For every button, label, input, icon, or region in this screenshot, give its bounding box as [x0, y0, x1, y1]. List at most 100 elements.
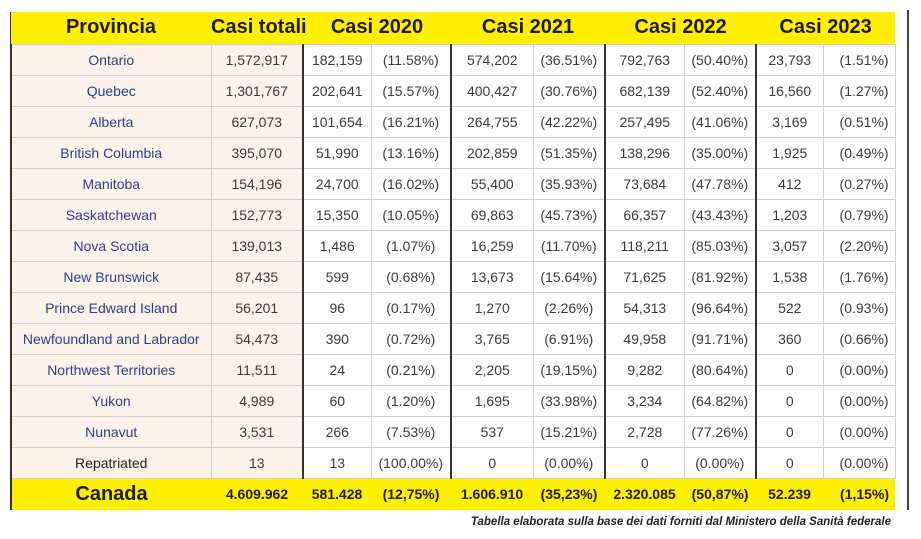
covid-cases-table-container: Provincia Casi totali Casi 2020 Casi 202… [10, 12, 896, 510]
cell-pct-2020: (100.00%) [370, 446, 453, 479]
cell-casi-2022: 118,211 [604, 229, 685, 262]
cell-casi-2022: 9,282 [604, 353, 685, 386]
cell-provincia: Alberta [10, 105, 212, 138]
cell-casi-2023: 360 [755, 322, 824, 355]
cell-pct-2021: (2.26%) [532, 291, 607, 324]
cell-pct-2021: (45.73%) [532, 198, 607, 231]
cell-pct-2020: (0.17%) [370, 291, 453, 324]
cell-casi-2022: 682,139 [604, 74, 685, 107]
cell-casi-2021: 1,695 [450, 384, 534, 417]
cell-casi-totali: 1,301,767 [210, 74, 304, 107]
table-row: Nunavut 3,531 266 (7.53%) 537 (15.21%) 2,728 (7… [10, 415, 896, 448]
cell-casi-totali: 395,070 [210, 136, 304, 169]
cell-casi-totali: 139,013 [210, 229, 304, 262]
total-casi-2022: 2.320.085 [613, 486, 676, 503]
cell-pct-2022: (91.71%) [683, 322, 758, 355]
cell-provincia: Nunavut [10, 415, 212, 448]
cell-provincia: Northwest Territories [10, 353, 212, 386]
cell-casi-totali: 4,989 [210, 384, 304, 417]
header-casi-2022: Casi 2022 [634, 16, 727, 39]
cell-casi-totali: 627,073 [210, 105, 304, 138]
cell-pct-2020: (1.20%) [370, 384, 453, 417]
cell-casi-2020: 266 [302, 415, 372, 448]
cell-casi-2023: 0 [755, 415, 824, 448]
cell-pct-2021: (33.98%) [532, 384, 607, 417]
cell-casi-2023: 23,793 [755, 43, 824, 76]
table-caption: Tabella elaborata sulla base dei dati fo… [470, 516, 891, 528]
cell-provincia: British Columbia [10, 136, 212, 169]
cell-casi-totali: 13 [210, 446, 304, 479]
cell-casi-2021: 202,859 [450, 136, 534, 169]
total-pct-2020: (12,75%) [382, 486, 440, 503]
cell-pct-2021: (35.93%) [532, 167, 607, 200]
cell-provincia: Saskatchewan [10, 198, 212, 231]
cell-casi-2023: 0 [755, 353, 824, 386]
cell-pct-2023: (1.27%) [822, 74, 896, 107]
table-row: Nova Scotia 139,013 1,486 (1.07%) 16,259 (11.… [10, 229, 896, 262]
cell-casi-2022: 73,684 [604, 167, 685, 200]
cell-casi-2022: 257,495 [604, 105, 685, 138]
table-row: Newfoundland and Labrador 54,473 390 (0.72%… [10, 322, 896, 355]
cell-pct-2020: (10.05%) [370, 198, 453, 231]
cell-casi-2021: 537 [450, 415, 534, 448]
cell-casi-2021: 264,755 [450, 105, 534, 138]
table-row: Manitoba 154,196 24,700 (16.02%) 55,400 (35.9… [10, 167, 896, 200]
cell-pct-2022: (0.00%) [683, 446, 758, 479]
cell-provincia: Yukon [10, 384, 212, 417]
cell-casi-2023: 1,925 [755, 136, 824, 169]
covid-cases-table: Provincia Casi totali Casi 2020 Casi 202… [10, 12, 896, 510]
cell-pct-2021: (15.21%) [532, 415, 607, 448]
cell-pct-2020: (16.02%) [370, 167, 453, 200]
cell-pct-2021: (0.00%) [532, 446, 607, 479]
cell-pct-2021: (15.64%) [532, 260, 607, 293]
cell-casi-2020: 202,641 [302, 74, 372, 107]
table-row: New Brunswick 87,435 599 (0.68%) 13,673 (15.6… [10, 260, 896, 293]
cell-casi-2020: 182,159 [302, 43, 372, 76]
cell-pct-2023: (2.20%) [822, 229, 896, 262]
cell-casi-2022: 71,625 [604, 260, 685, 293]
cell-pct-2022: (35.00%) [683, 136, 758, 169]
table-row: Repatriated 13 13 (100.00%) 0 (0.00%) 0 (0.00%)… [10, 446, 896, 479]
cell-pct-2023: (1.76%) [822, 260, 896, 293]
cell-pct-2022: (43.43%) [683, 198, 758, 231]
cell-provincia: Ontario [10, 43, 212, 76]
cell-pct-2023: (0.66%) [822, 322, 896, 355]
cell-casi-2020: 13 [302, 446, 372, 479]
cell-pct-2020: (0.21%) [370, 353, 453, 386]
cell-pct-2021: (6.91%) [532, 322, 607, 355]
cell-casi-2020: 390 [302, 322, 372, 355]
cell-casi-2022: 49,958 [604, 322, 685, 355]
cell-pct-2023: (0.49%) [822, 136, 896, 169]
header-casi-2023: Casi 2023 [779, 16, 872, 39]
cell-casi-2021: 16,259 [450, 229, 534, 262]
cell-pct-2023: (0.00%) [822, 384, 896, 417]
cell-casi-2022: 66,357 [604, 198, 685, 231]
cell-casi-2021: 55,400 [450, 167, 534, 200]
total-provincia: Canada [10, 478, 211, 510]
cell-casi-2021: 0 [450, 446, 534, 479]
cell-pct-2022: (80.64%) [683, 353, 758, 386]
cell-pct-2021: (51.35%) [532, 136, 607, 169]
total-casi-2020: 581.428 [311, 486, 363, 503]
cell-casi-2023: 3,169 [755, 105, 824, 138]
cell-casi-2022: 54,313 [604, 291, 685, 324]
cell-casi-2023: 16,560 [755, 74, 824, 107]
cell-pct-2020: (0.72%) [370, 322, 453, 355]
cell-casi-2020: 24 [302, 353, 372, 386]
cell-casi-2020: 24,700 [302, 167, 372, 200]
cell-pct-2020: (16.21%) [370, 105, 453, 138]
table-row: British Columbia 395,070 51,990 (13.16%) 202… [10, 136, 896, 169]
cell-provincia: Repatriated [10, 446, 212, 479]
table-row: Ontario 1,572,917 182,159 (11.58%) 574,202 (3… [10, 43, 896, 76]
cell-casi-2020: 1,486 [302, 229, 372, 262]
cell-casi-2022: 2,728 [604, 415, 685, 448]
cell-pct-2023: (1.51%) [822, 43, 896, 76]
cell-pct-2022: (50.40%) [683, 43, 758, 76]
cell-casi-2021: 69,863 [450, 198, 534, 231]
total-pct-2021: (35,23%) [540, 486, 598, 503]
cell-casi-2020: 599 [302, 260, 372, 293]
cell-pct-2022: (85.03%) [683, 229, 758, 262]
cell-pct-2021: (42.22%) [532, 105, 607, 138]
total-casi-2021: 1.606.910 [460, 486, 524, 503]
cell-provincia: Newfoundland and Labrador [10, 322, 212, 355]
